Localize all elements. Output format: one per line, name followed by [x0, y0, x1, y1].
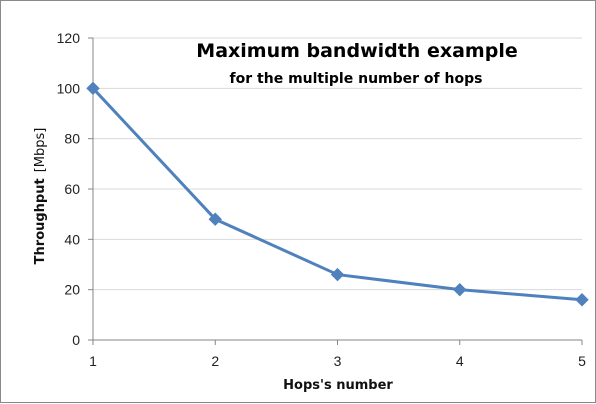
- y-tick-label: 20: [64, 282, 80, 298]
- x-tick-label: 3: [334, 353, 342, 369]
- y-axis-title-text: Throughput: [33, 178, 48, 264]
- x-tick-label: 1: [89, 353, 97, 369]
- y-tick-label: 60: [64, 181, 80, 197]
- x-tick-label: 5: [578, 353, 586, 369]
- y-axis-title: Throughput [Mbps]: [33, 128, 48, 265]
- data-point: [575, 293, 589, 307]
- series: [86, 81, 589, 307]
- data-point: [330, 267, 345, 282]
- y-tick-label: 100: [57, 80, 81, 96]
- y-tick-label: 40: [64, 231, 80, 247]
- data-point: [86, 81, 100, 96]
- chart-subtitle: for the multiple number of hops: [230, 71, 483, 87]
- chart-title: Maximum bandwidth example: [196, 40, 517, 62]
- grid: [93, 37, 582, 291]
- y-tick-label: 80: [64, 131, 80, 147]
- data-point: [208, 212, 222, 226]
- y-tick-labels: 0 20 40 60 80 100 120: [57, 30, 81, 348]
- x-axis-title: Hops's number: [283, 378, 393, 393]
- y-tick-label: 0: [72, 332, 80, 348]
- data-point: [453, 282, 467, 297]
- x-tick-label: 2: [211, 353, 219, 369]
- x-tick-label: 4: [456, 353, 464, 369]
- x-tick-labels: 1 2 3 4 5: [89, 353, 586, 369]
- y-axis-title-unit: [Mbps]: [33, 128, 48, 173]
- y-tick-label: 120: [57, 30, 81, 46]
